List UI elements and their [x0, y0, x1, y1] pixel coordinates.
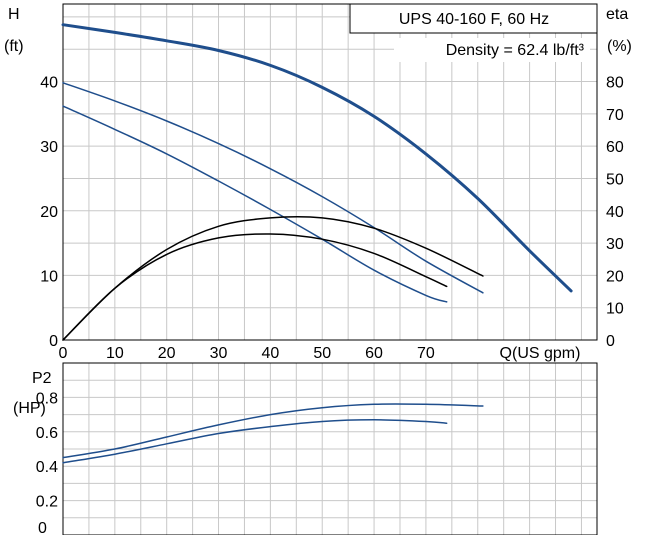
y-tick-label-right: 40	[606, 204, 624, 221]
y-tick-label-left: 30	[40, 139, 58, 156]
x-axis-label-background	[486, 342, 594, 362]
y-tick-label-right: 20	[606, 268, 624, 285]
bottom-chart-tick-labels: 0.2 0.4 0.6 0.8	[36, 390, 58, 510]
head-curve-0	[61, 23, 573, 293]
head-curve-1	[62, 82, 484, 294]
x-tick-label: 10	[106, 345, 124, 362]
y-tick-label-right: 30	[606, 236, 624, 253]
x-tick-label: 40	[261, 345, 279, 362]
x-tick-label: 50	[313, 345, 331, 362]
efficiency-curve-3	[62, 215, 484, 341]
head-curve-2	[62, 105, 448, 303]
power-curve-1	[62, 419, 448, 464]
p2-tick-label: 0.2	[36, 494, 58, 511]
subtitle-background	[394, 38, 590, 62]
y-axis-unit-left: (ft)	[4, 38, 24, 55]
top-chart-curves	[61, 23, 573, 341]
x-axis-label: Q(US gpm)	[500, 345, 581, 362]
p2-tick-label-0: 0	[38, 520, 47, 535]
top-chart-frame	[62, 3, 598, 341]
top-chart-tick-labels: 0 10 20 30 40 50 60 70 0 10 20 30 40 0 10 20 30 40 50 60 70 8…	[40, 75, 624, 362]
y-axis-unit-right: (%)	[607, 38, 632, 55]
y-tick-label-right: 50	[606, 171, 624, 188]
x-tick-label: 0	[59, 345, 68, 362]
y-axis-label-left: H	[8, 6, 20, 23]
efficiency-curve-4	[62, 233, 448, 341]
title-box: UPS 40-160 F, 60 Hz	[349, 3, 598, 34]
x-tick-label: 60	[365, 345, 383, 362]
y-tick-label-left: 10	[40, 268, 58, 285]
y-tick-label-right: 10	[606, 301, 624, 318]
p2-axis-label: P2	[32, 370, 52, 387]
bottom-chart-frame	[62, 362, 598, 535]
bottom-chart-curves	[62, 403, 484, 464]
y-tick-label-left: 0	[49, 333, 58, 350]
chart-title: UPS 40-160 F, 60 Hz	[399, 11, 549, 28]
p2-axis-unit: (HP)	[13, 400, 46, 417]
chart-subtitle: Density = 62.4 lb/ft³	[446, 42, 585, 59]
x-tick-label: 70	[417, 345, 435, 362]
y-axis-label-right: eta	[606, 6, 628, 23]
y-tick-label-left: 20	[40, 204, 58, 221]
p2-tick-label: 0.8	[36, 390, 58, 407]
x-tick-label: 30	[210, 345, 228, 362]
p2-tick-label: 0.6	[36, 425, 58, 442]
bottom-chart-grid	[63, 363, 597, 535]
y-tick-label-right: 80	[606, 75, 624, 92]
power-curve-0	[62, 403, 484, 459]
y-tick-label-right: 70	[606, 107, 624, 124]
x-tick-label: 20	[158, 345, 176, 362]
p2-tick-label: 0.4	[36, 459, 58, 476]
y-tick-label-right: 0	[606, 333, 615, 350]
y-tick-label-left: 40	[40, 75, 58, 92]
y-tick-label-right: 60	[606, 139, 624, 156]
